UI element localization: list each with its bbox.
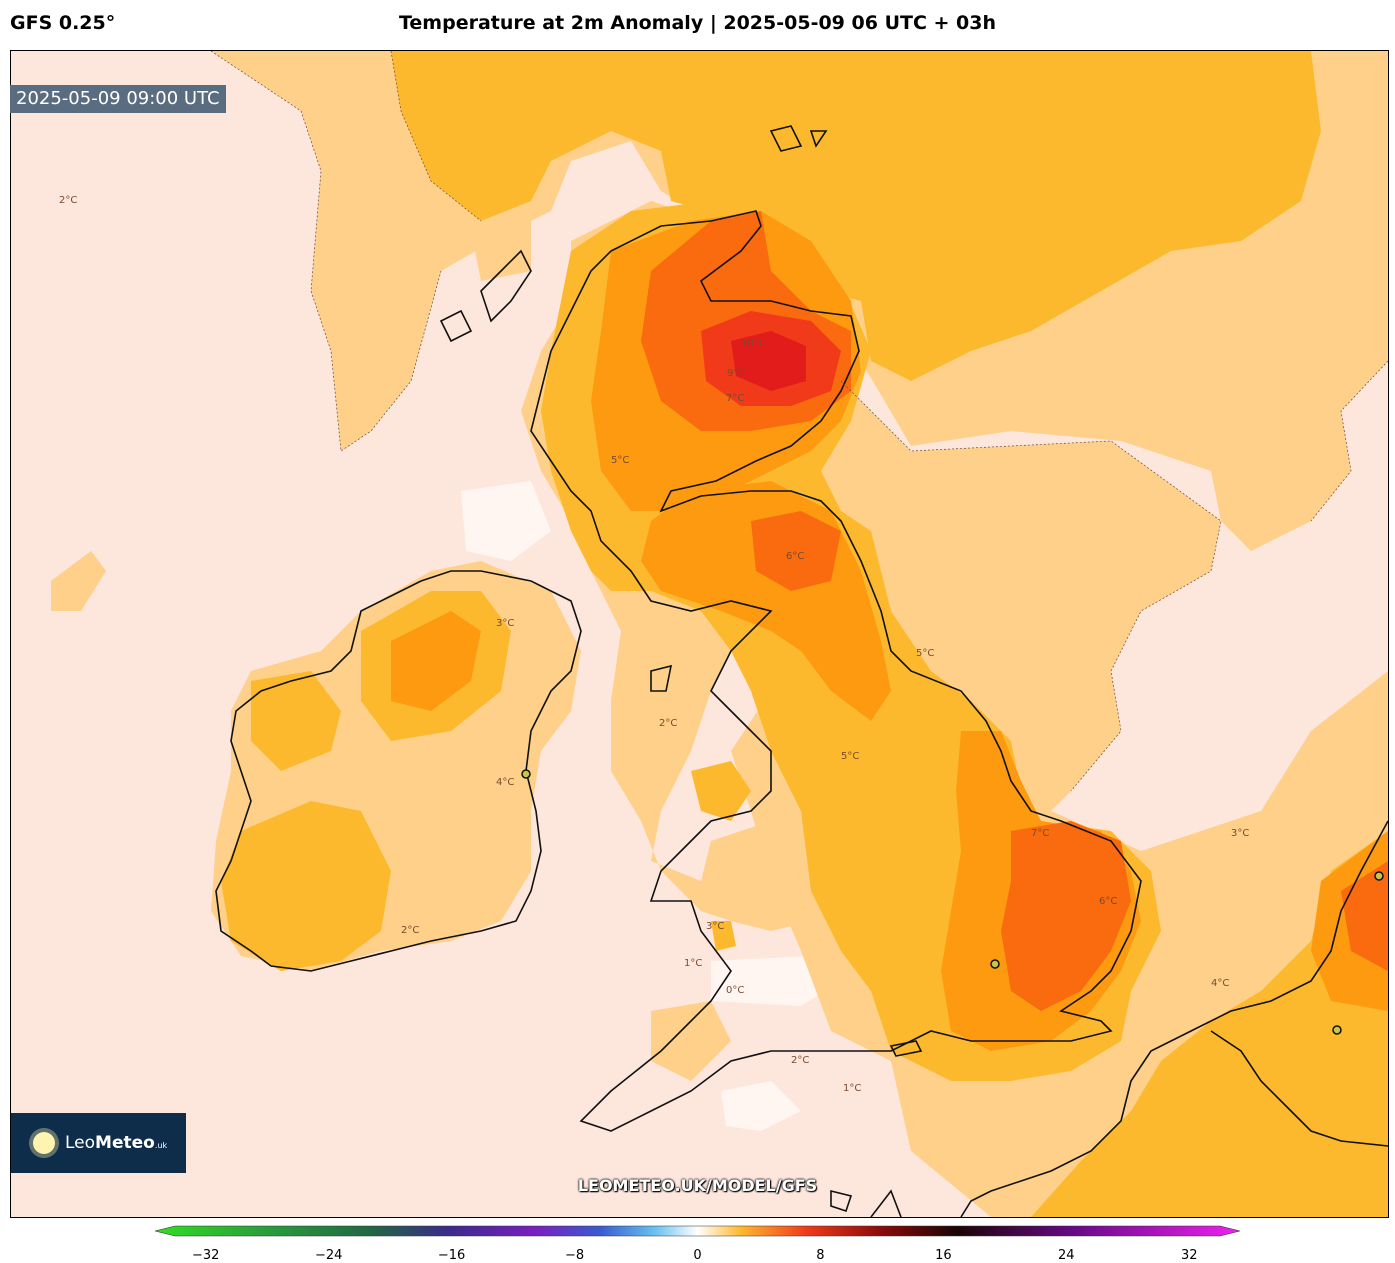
colorbar-tick-label: 32	[1180, 1248, 1198, 1263]
colorbar	[0, 1222, 1395, 1263]
city-marker	[990, 959, 1000, 969]
logo-suffix: .uk	[154, 1141, 168, 1150]
contour-label: 2°C	[791, 1055, 809, 1066]
contour-label: 3°C	[1231, 828, 1249, 839]
contour-label: 5°C	[611, 455, 629, 466]
contour-label: 1°C	[843, 1083, 861, 1094]
anomaly-3-5-area	[221, 801, 391, 971]
anomaly-6-8-area	[751, 511, 841, 591]
contour-label: 4°C	[496, 777, 514, 788]
anomaly-5-6-area	[391, 611, 481, 711]
colorbar-tick-label: −32	[192, 1248, 220, 1263]
colorbar-tick-label: 16	[935, 1248, 952, 1263]
logo-name-light: Leo	[65, 1133, 96, 1153]
colorbar-scale	[154, 1225, 1241, 1237]
anomaly-2-3-area	[471, 221, 531, 281]
contour-label: 2°C	[401, 925, 419, 936]
model-label: GFS 0.25°	[10, 12, 116, 34]
anomaly-10-area	[731, 331, 806, 391]
colorbar-tick-label: 24	[1058, 1248, 1075, 1263]
anomaly-2-3-area	[51, 551, 106, 611]
coastlines	[215, 125, 1388, 1217]
colorbar-tick-label: −16	[437, 1248, 466, 1263]
contour-label: 9°C	[727, 368, 745, 379]
city-marker	[521, 769, 531, 779]
contour-label: 2°C	[59, 195, 77, 206]
logo: LeoMeteo.uk	[11, 1113, 186, 1173]
contour-label: 5°C	[916, 648, 934, 659]
contour-label: 2°C	[659, 718, 677, 729]
anomaly-3-5-area	[251, 671, 341, 771]
watermark: LEOMETEO.UK/MODEL/GFS	[577, 1176, 818, 1195]
contour-label: 6°C	[786, 551, 804, 562]
map-frame: 10°C 9°C 7°C 7°C 6°C 6°C 5°C 5°C 5°C 4°C…	[10, 50, 1389, 1218]
valid-time-badge: 2025-05-09 09:00 UTC	[10, 85, 226, 113]
contour-label: 7°C	[1031, 828, 1049, 839]
anomaly-map: 10°C 9°C 7°C 7°C 6°C 6°C 5°C 5°C 5°C 4°C…	[11, 51, 1388, 1217]
contour-label: 6°C	[1099, 896, 1117, 907]
anomaly-6-8-area	[1001, 821, 1131, 1011]
contour-label: 1°C	[684, 958, 702, 969]
contour-label: 4°C	[1211, 978, 1229, 989]
contour-label: 5°C	[841, 751, 859, 762]
colorbar-svg	[154, 1225, 1241, 1237]
anomaly-2-3-area	[651, 1001, 731, 1081]
contour-label-group: 10°C 9°C 7°C 7°C 6°C 6°C 5°C 5°C 5°C 4°C…	[59, 195, 1249, 1094]
logo-text: LeoMeteo.uk	[65, 1133, 167, 1153]
colorbar-tick-label: 8	[816, 1248, 825, 1263]
map-title: Temperature at 2m Anomaly | 2025-05-09 0…	[398, 12, 997, 34]
city-markers	[521, 769, 1384, 1035]
sun-icon	[33, 1132, 55, 1154]
colorbar-tick-label: 0	[693, 1248, 702, 1263]
contour-label: 3°C	[496, 618, 514, 629]
contour-label: 0°C	[726, 985, 744, 996]
anomaly-3-5-area	[1031, 831, 1388, 1217]
anomaly-3-5-area	[711, 921, 736, 951]
colorbar-tick-label: −24	[314, 1248, 343, 1263]
near-zero-patch	[721, 1081, 801, 1131]
contour-label: 7°C	[726, 393, 744, 404]
city-marker	[1374, 871, 1384, 881]
contour-label: 3°C	[706, 921, 724, 932]
city-marker	[1332, 1025, 1342, 1035]
contour-label: 10°C	[741, 338, 766, 349]
near-zero-patch	[461, 481, 551, 561]
anomaly-3-5-area	[691, 761, 751, 821]
colorbar-tick-label: −8	[564, 1248, 585, 1263]
anomaly-3-5-area	[391, 51, 1321, 381]
logo-name-bold: Meteo	[95, 1133, 155, 1153]
contour-lines	[210, 51, 1388, 792]
